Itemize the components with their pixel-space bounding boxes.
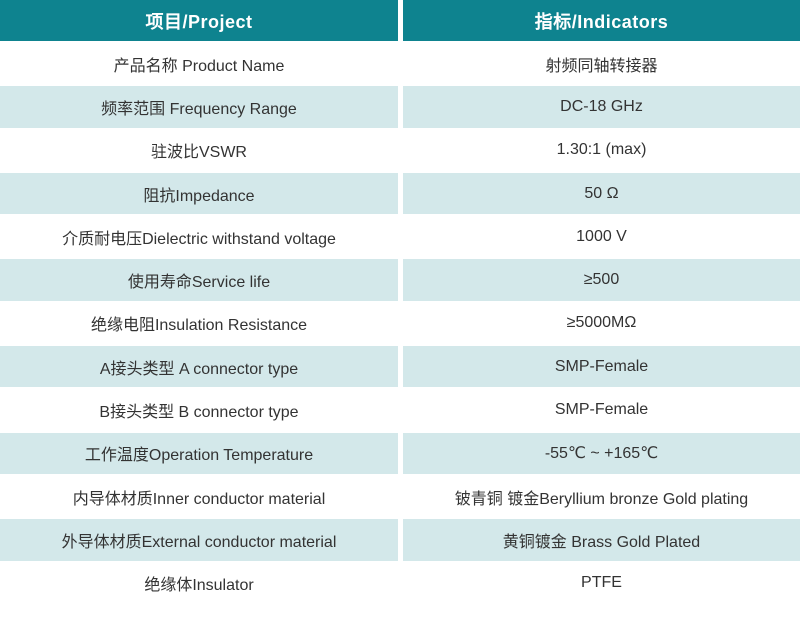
- indicator-cell: 1000 V: [403, 216, 800, 260]
- indicator-cell: 1.30:1 (max): [403, 129, 800, 173]
- project-cell: 阻抗Impedance: [0, 172, 403, 217]
- header-row: 项目/Project 指标/Indicators: [0, 0, 800, 43]
- table-row: 工作温度Operation Temperature -55℃ ~ +165℃: [0, 432, 800, 476]
- spec-table: 项目/Project 指标/Indicators 产品名称 Product Na…: [0, 0, 800, 606]
- table-row: A接头类型 A connector type SMP-Female: [0, 346, 800, 390]
- indicator-cell: PTFE: [403, 562, 800, 606]
- indicator-cell: -55℃ ~ +165℃: [403, 432, 800, 476]
- project-cell: 外导体材质External conductor material: [0, 519, 403, 563]
- indicator-cell: 铍青铜 镀金Beryllium bronze Gold plating: [403, 475, 800, 520]
- table-row: 外导体材质External conductor material 黄铜镀金 Bra…: [0, 519, 800, 563]
- project-cell: B接头类型 B connector type: [0, 389, 403, 433]
- indicator-cell: SMP-Female: [403, 389, 800, 433]
- table-row: 驻波比VSWR 1.30:1 (max): [0, 129, 800, 173]
- indicator-cell: 50 Ω: [403, 172, 800, 217]
- spec-table-header: 项目/Project 指标/Indicators: [0, 0, 800, 43]
- project-cell: 驻波比VSWR: [0, 129, 403, 173]
- table-row: 内导体材质Inner conductor material 铍青铜 镀金Beryl…: [0, 475, 800, 520]
- indicator-cell: 黄铜镀金 Brass Gold Plated: [403, 519, 800, 563]
- indicator-cell: DC-18 GHz: [403, 86, 800, 130]
- table-row: B接头类型 B connector type SMP-Female: [0, 389, 800, 433]
- project-cell: 产品名称 Product Name: [0, 43, 403, 87]
- project-cell: 内导体材质Inner conductor material: [0, 475, 403, 520]
- table-row: 使用寿命Service life ≥500: [0, 259, 800, 303]
- table-row: 绝缘体Insulator PTFE: [0, 562, 800, 606]
- indicator-cell: SMP-Female: [403, 346, 800, 390]
- project-cell: 工作温度Operation Temperature: [0, 432, 403, 476]
- table-row: 阻抗Impedance 50 Ω: [0, 172, 800, 217]
- table-row: 介质耐电压Dielectric withstand voltage 1000 V: [0, 216, 800, 260]
- table-row: 绝缘电阻Insulation Resistance ≥5000MΩ: [0, 302, 800, 347]
- project-cell: 绝缘电阻Insulation Resistance: [0, 302, 403, 347]
- project-cell: A接头类型 A connector type: [0, 346, 403, 390]
- project-cell: 频率范围 Frequency Range: [0, 86, 403, 130]
- project-cell: 使用寿命Service life: [0, 259, 403, 303]
- header-cell-indicator: 指标/Indicators: [403, 0, 800, 43]
- header-cell-project: 项目/Project: [0, 0, 403, 43]
- project-cell: 介质耐电压Dielectric withstand voltage: [0, 216, 403, 260]
- indicator-cell: ≥5000MΩ: [403, 302, 800, 347]
- indicator-cell: 射频同轴转接器: [403, 43, 800, 87]
- table-row: 产品名称 Product Name 射频同轴转接器: [0, 43, 800, 87]
- table-row: 频率范围 Frequency Range DC-18 GHz: [0, 86, 800, 130]
- indicator-cell: ≥500: [403, 259, 800, 303]
- spec-table-body: 产品名称 Product Name 射频同轴转接器 频率范围 Frequency R…: [0, 43, 800, 606]
- project-cell: 绝缘体Insulator: [0, 562, 403, 606]
